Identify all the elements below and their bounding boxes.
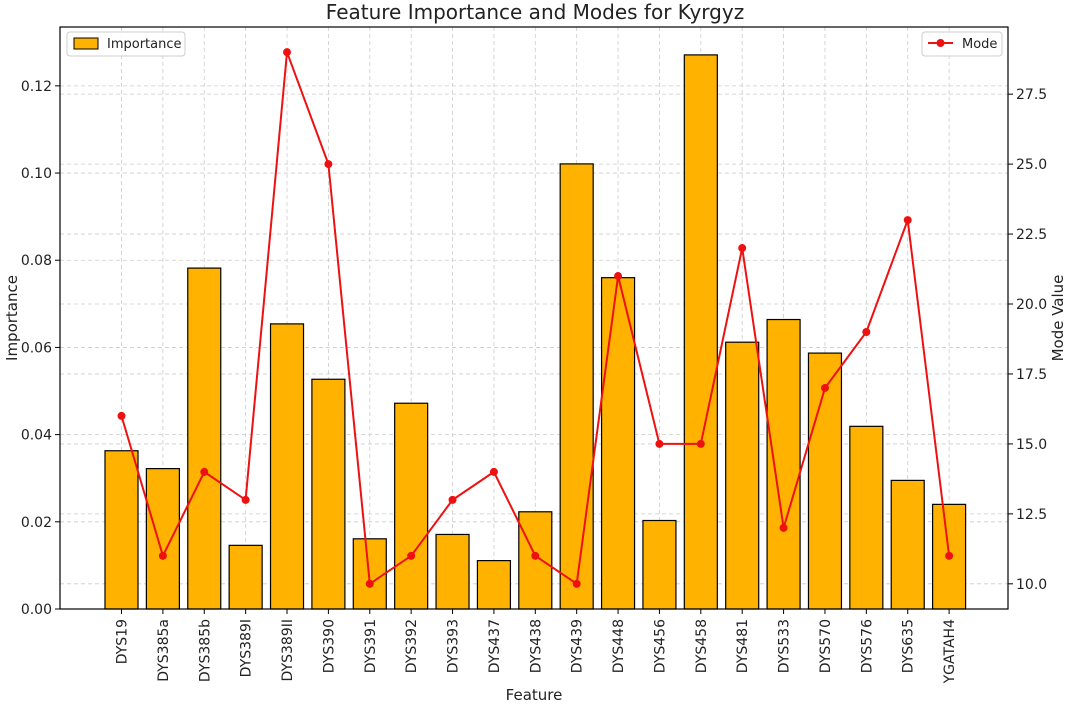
- y2-tick-label: 25.0: [1016, 157, 1047, 173]
- y-tick-label: 0.10: [21, 166, 52, 182]
- bar-DYS389I: [228, 544, 263, 610]
- y2-tick-label: 12.5: [1016, 507, 1047, 523]
- x-tick-label-DYS389II: DYS389II: [280, 619, 296, 681]
- x-tick-label-DYS390: DYS390: [321, 619, 337, 673]
- x-tick-label-DYS385a: DYS385a: [156, 619, 172, 682]
- bar-DYS635: [890, 479, 925, 610]
- mode-point-DYS438: [531, 551, 540, 560]
- bar-DYS458: [683, 54, 718, 610]
- mode-point-DYS533: [779, 523, 788, 532]
- mode-point-DYS389II: [283, 48, 292, 57]
- y2-tick-label: 17.5: [1016, 367, 1047, 383]
- bar-series: [104, 54, 967, 610]
- y-tick-label: 0.02: [21, 515, 52, 531]
- y-axis-left: 0.00 0.02 0.04 0.06 0.08 0.10 0.12: [21, 79, 60, 618]
- mode-point-DYS437: [489, 467, 498, 476]
- mode-point-DYS19: [117, 411, 126, 420]
- x-tick-label-DYS391: DYS391: [363, 619, 379, 673]
- bar-DYS392: [394, 402, 429, 610]
- x-tick-label-DYS439: DYS439: [570, 619, 586, 673]
- mode-point-DYS570: [820, 383, 829, 392]
- y2-tick-label: 20.0: [1016, 297, 1047, 313]
- mode-point-DYS391: [365, 579, 374, 588]
- x-axis-label: Feature: [506, 686, 563, 704]
- x-tick-label-DYS438: DYS438: [528, 619, 544, 673]
- mode-point-YGATAH4: [945, 551, 954, 560]
- y-axis-label: Importance: [3, 275, 21, 361]
- y2-tick-label: 27.5: [1016, 87, 1047, 103]
- bar-DYS448: [600, 277, 636, 610]
- legend-mode-marker: [936, 39, 945, 47]
- y-tick-label: 0.12: [21, 79, 52, 95]
- legend-mode: Mode: [921, 31, 1003, 57]
- bar-DYS385a: [145, 468, 180, 610]
- mode-point-DYS385a: [158, 551, 167, 560]
- mode-point-DYS458: [696, 439, 705, 448]
- bar-DYS456: [642, 519, 677, 610]
- mode-point-DYS390: [324, 160, 333, 169]
- bar-DYS438: [518, 511, 553, 610]
- bar-DYS439: [559, 163, 594, 610]
- bar-DYS533: [766, 318, 801, 610]
- x-tick-label-DYS437: DYS437: [487, 619, 503, 673]
- legend-importance: Importance: [66, 31, 186, 57]
- mode-point-DYS392: [407, 551, 416, 560]
- mode-point-DYS389I: [241, 495, 250, 504]
- x-tick-label-DYS392: DYS392: [404, 619, 420, 673]
- bar-DYS19: [104, 450, 139, 610]
- y2-tick-label: 22.5: [1016, 227, 1047, 243]
- chart-title: Feature Importance and Modes for Kyrgyz: [326, 0, 744, 24]
- bar-DYS389II: [269, 323, 305, 610]
- mode-point-DYS635: [903, 216, 912, 225]
- x-axis: DYS19 DYS385a DYS385b DYS389I DYS389II DYS390…: [115, 609, 958, 684]
- x-tick-label-DYS481: DYS481: [735, 619, 751, 673]
- mode-point-DYS393: [448, 495, 457, 504]
- x-tick-label-DYS456: DYS456: [652, 619, 668, 673]
- x-tick-label-DYS533: DYS533: [777, 619, 793, 673]
- bar-DYS576: [849, 425, 884, 610]
- y-tick-label: 0.00: [21, 602, 52, 618]
- bar-DYS437: [476, 560, 512, 610]
- mode-point-DYS385b: [200, 467, 209, 476]
- mode-point-DYS576: [862, 327, 871, 336]
- x-tick-label-DYS448: DYS448: [611, 619, 627, 673]
- x-tick-label-DYS385b: DYS385b: [197, 619, 213, 682]
- plot-frame: [59, 26, 1009, 610]
- mode-series: [117, 48, 954, 588]
- y-tick-label: 0.08: [21, 253, 52, 269]
- x-tick-label-DYS635: DYS635: [901, 619, 917, 673]
- y2-axis-label: Mode Value: [1049, 275, 1065, 362]
- mode-point-DYS456: [655, 439, 664, 448]
- x-tick-label-DYS389I: DYS389I: [239, 619, 255, 677]
- y-tick-label: 0.06: [21, 340, 52, 356]
- y2-tick-label: 10.0: [1016, 577, 1047, 593]
- mode-point-DYS448: [614, 272, 623, 281]
- x-tick-label-DYS458: DYS458: [694, 619, 710, 673]
- x-tick-label-DYS576: DYS576: [859, 619, 875, 673]
- legend-importance-swatch: [73, 37, 99, 50]
- x-tick-label-YGATAH4: YGATAH4: [942, 619, 958, 684]
- y-tick-label: 0.04: [21, 428, 52, 444]
- bar-DYS481: [725, 341, 760, 610]
- legend-mode-label: Mode: [962, 37, 997, 52]
- x-tick-label-DYS393: DYS393: [446, 619, 462, 673]
- bar-DYS393: [435, 533, 470, 610]
- mode-point-DYS439: [572, 579, 581, 588]
- mode-point-DYS481: [738, 244, 747, 253]
- bar-DYS385b: [187, 267, 222, 610]
- x-tick-label-DYS19: DYS19: [115, 619, 131, 664]
- legend-importance-label: Importance: [107, 37, 182, 52]
- x-tick-label-DYS570: DYS570: [818, 619, 834, 673]
- y2-tick-label: 15.0: [1016, 437, 1047, 453]
- y-axis-right: 10.0 12.5 15.0 17.5 20.0 22.5 25.0 27.5: [1008, 87, 1047, 593]
- bar-DYS390: [311, 378, 346, 610]
